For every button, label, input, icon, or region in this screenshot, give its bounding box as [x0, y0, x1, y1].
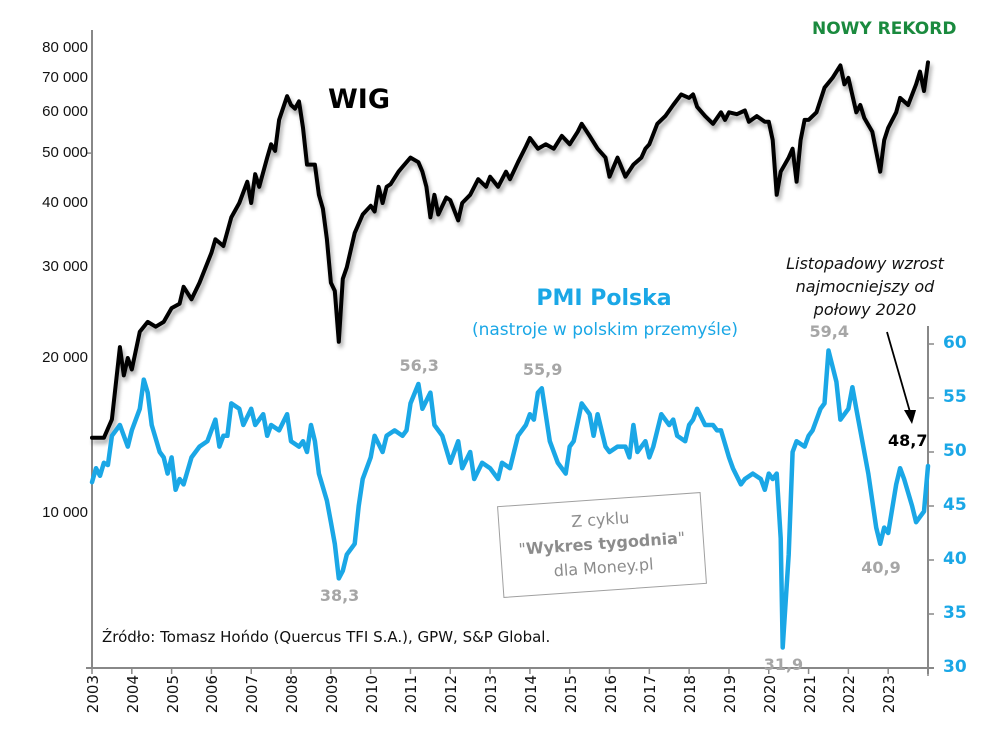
- y-left-tick-label: 50 000: [42, 144, 88, 162]
- source-text: Źródło: Tomasz Hońdo (Quercus TFI S.A.),…: [102, 628, 551, 646]
- stamp-box: Z cyklu "Wykres tygodnia" dla Money.pl: [497, 491, 707, 599]
- wig-line: [90, 60, 930, 440]
- note-line-2: najmocniejszy od: [795, 277, 935, 296]
- y-right-tick-label: 50: [943, 441, 967, 461]
- x-tick-label: 2018: [681, 675, 700, 714]
- note-arrow-line: [886, 331, 911, 413]
- x-tick-label: 2009: [322, 675, 341, 714]
- y-right-tick-label: 45: [943, 495, 967, 515]
- y-right-tick-label: 60: [943, 333, 967, 353]
- x-tick-label: 2008: [283, 675, 302, 714]
- pmi-series-sublabel: (nastroje w polskim przemyśle): [471, 320, 738, 340]
- y-right-tick-label: 55: [943, 387, 967, 407]
- wig-series-label: WIG: [328, 84, 390, 115]
- stamp-quote-close: ": [677, 528, 686, 548]
- x-tick-label: 2023: [880, 675, 899, 714]
- note-line-3: połowy 2020: [813, 300, 917, 319]
- y-right-tick-label: 30: [943, 657, 967, 677]
- x-tick-label: 2013: [482, 675, 501, 714]
- y-left-tick-label: 30 000: [42, 258, 88, 276]
- data-label: 40,9: [861, 558, 901, 578]
- data-label: 59,4: [809, 322, 849, 342]
- x-tick-label: 2010: [362, 675, 381, 714]
- y-left-tick-label: 60 000: [42, 103, 88, 121]
- x-tick-label: 2015: [561, 675, 580, 714]
- data-label: 48,7: [888, 431, 928, 450]
- x-tick-label: 2020: [760, 675, 779, 714]
- x-tick-label: 2004: [123, 675, 142, 714]
- pmi-line: [89, 348, 931, 650]
- x-tick-label: 2022: [840, 675, 859, 714]
- data-label: 56,3: [399, 355, 439, 375]
- x-tick-label: 2012: [442, 675, 461, 714]
- chart-title: NOWY REKORD: [812, 19, 957, 39]
- series-layer: [89, 60, 931, 650]
- pmi-series-label: PMI Polska: [536, 286, 672, 311]
- arrow-layer: [886, 331, 916, 424]
- data-label: 55,9: [522, 360, 563, 380]
- x-tick-label: 2021: [800, 675, 819, 714]
- y-left-tick-label: 40 000: [42, 194, 88, 211]
- x-tick-label: 2005: [163, 675, 182, 714]
- x-tick-label: 2016: [601, 675, 620, 714]
- y-left-tick-label: 80 000: [42, 39, 88, 56]
- note-annotation: Listopadowy wzrost najmocniejszy od poło…: [770, 252, 960, 321]
- y-left-tick-label: 20 000: [42, 349, 88, 366]
- data-label: 38,3: [319, 586, 360, 606]
- x-tick-label: 2006: [203, 675, 222, 714]
- y-right-tick-label: 35: [943, 603, 967, 623]
- y-left-tick-label: 70 000: [42, 68, 88, 86]
- note-line-1: Listopadowy wzrost: [786, 254, 944, 273]
- x-tick-label: 2011: [402, 675, 421, 714]
- y-right-tick-label: 40: [943, 549, 967, 569]
- y-left-tick-label: 10 000: [42, 504, 88, 521]
- x-tick-label: 2007: [243, 675, 262, 714]
- data-label: 31,9: [763, 655, 804, 675]
- note-arrow-head: [904, 410, 916, 424]
- axes: [86, 30, 934, 676]
- x-tick-label: 2019: [720, 675, 739, 714]
- x-tick-label: 2003: [84, 675, 102, 714]
- x-tick-label: 2014: [521, 675, 540, 714]
- x-tick-label: 2017: [641, 675, 660, 714]
